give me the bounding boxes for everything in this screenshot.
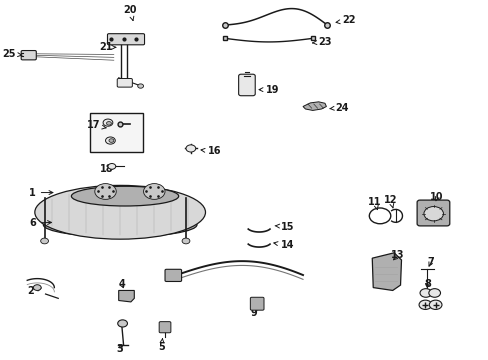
Circle shape xyxy=(185,145,195,152)
Circle shape xyxy=(419,289,431,297)
FancyBboxPatch shape xyxy=(90,113,143,152)
Ellipse shape xyxy=(43,213,197,237)
Text: 11: 11 xyxy=(367,197,381,210)
Circle shape xyxy=(103,119,113,126)
Circle shape xyxy=(143,184,164,199)
Circle shape xyxy=(33,285,41,291)
Text: 3: 3 xyxy=(117,343,123,354)
FancyBboxPatch shape xyxy=(117,78,132,87)
Polygon shape xyxy=(119,291,134,302)
Text: 14: 14 xyxy=(273,240,294,250)
Circle shape xyxy=(108,163,116,169)
Text: 4: 4 xyxy=(118,279,125,289)
Circle shape xyxy=(423,207,443,221)
Text: 24: 24 xyxy=(329,103,348,113)
Text: 9: 9 xyxy=(250,305,258,318)
Text: 20: 20 xyxy=(123,5,136,21)
Circle shape xyxy=(105,137,115,144)
Text: 13: 13 xyxy=(390,250,404,260)
Ellipse shape xyxy=(35,185,205,239)
Text: 25: 25 xyxy=(3,49,22,59)
Circle shape xyxy=(106,122,111,125)
Circle shape xyxy=(428,289,440,297)
Circle shape xyxy=(109,139,114,142)
Circle shape xyxy=(428,300,441,310)
Text: 15: 15 xyxy=(274,222,294,231)
FancyBboxPatch shape xyxy=(250,297,264,310)
FancyBboxPatch shape xyxy=(238,74,255,96)
Text: 5: 5 xyxy=(158,339,164,352)
FancyBboxPatch shape xyxy=(21,50,36,60)
FancyBboxPatch shape xyxy=(159,321,170,333)
Text: 12: 12 xyxy=(383,195,397,208)
Text: 22: 22 xyxy=(335,15,355,26)
Text: 19: 19 xyxy=(259,85,279,95)
Circle shape xyxy=(368,208,390,224)
Circle shape xyxy=(41,238,48,244)
FancyBboxPatch shape xyxy=(416,200,449,226)
Polygon shape xyxy=(371,253,401,291)
Polygon shape xyxy=(303,102,326,111)
Circle shape xyxy=(118,320,127,327)
Circle shape xyxy=(95,184,116,199)
Text: 7: 7 xyxy=(427,257,433,267)
FancyBboxPatch shape xyxy=(164,269,181,282)
Circle shape xyxy=(418,300,431,310)
Text: 6: 6 xyxy=(29,218,51,228)
Circle shape xyxy=(182,238,189,244)
Text: 1: 1 xyxy=(29,188,53,198)
FancyBboxPatch shape xyxy=(107,34,144,45)
Text: 16: 16 xyxy=(201,146,221,156)
Circle shape xyxy=(138,84,143,88)
Text: 17: 17 xyxy=(86,121,106,130)
Ellipse shape xyxy=(71,186,178,206)
Text: 18: 18 xyxy=(100,163,116,174)
Text: 8: 8 xyxy=(423,279,430,289)
Text: 23: 23 xyxy=(312,37,331,47)
Text: 21: 21 xyxy=(99,42,116,52)
Text: 10: 10 xyxy=(429,192,443,202)
Text: 2: 2 xyxy=(27,286,41,296)
